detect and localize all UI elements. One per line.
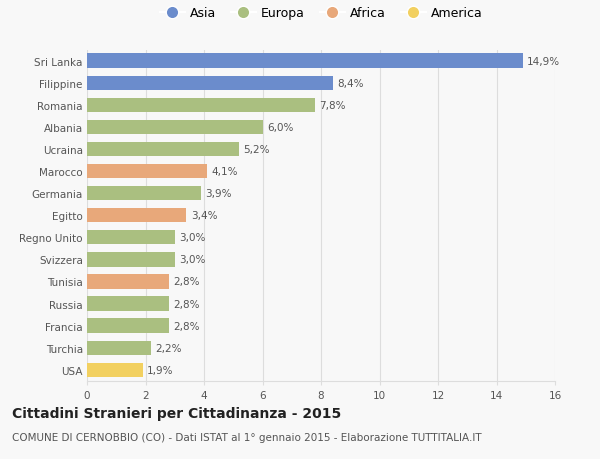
Text: 7,8%: 7,8%: [320, 101, 346, 111]
Text: 2,2%: 2,2%: [156, 343, 182, 353]
Bar: [87, 76, 333, 91]
Bar: [87, 120, 263, 135]
Legend: Asia, Europa, Africa, America: Asia, Europa, Africa, America: [160, 7, 482, 20]
Bar: [87, 252, 175, 267]
Bar: [87, 230, 175, 245]
Text: Cittadini Stranieri per Cittadinanza - 2015: Cittadini Stranieri per Cittadinanza - 2…: [12, 406, 341, 420]
Text: 6,0%: 6,0%: [267, 123, 293, 133]
Text: 8,4%: 8,4%: [337, 78, 364, 89]
Text: 1,9%: 1,9%: [147, 365, 173, 375]
Bar: [87, 164, 207, 179]
Bar: [87, 297, 169, 311]
Bar: [87, 341, 151, 355]
Text: 2,8%: 2,8%: [173, 277, 200, 287]
Text: 3,4%: 3,4%: [191, 211, 217, 221]
Text: 3,0%: 3,0%: [179, 233, 206, 243]
Bar: [87, 98, 315, 113]
Text: 2,8%: 2,8%: [173, 299, 200, 309]
Text: 3,9%: 3,9%: [205, 189, 232, 199]
Text: 14,9%: 14,9%: [527, 56, 560, 67]
Bar: [87, 363, 143, 377]
Bar: [87, 54, 523, 69]
Bar: [87, 208, 187, 223]
Text: 4,1%: 4,1%: [211, 167, 238, 177]
Bar: [87, 274, 169, 289]
Text: 2,8%: 2,8%: [173, 321, 200, 331]
Bar: [87, 186, 201, 201]
Text: COMUNE DI CERNOBBIO (CO) - Dati ISTAT al 1° gennaio 2015 - Elaborazione TUTTITAL: COMUNE DI CERNOBBIO (CO) - Dati ISTAT al…: [12, 432, 482, 442]
Text: 5,2%: 5,2%: [244, 145, 270, 155]
Bar: [87, 142, 239, 157]
Text: 3,0%: 3,0%: [179, 255, 206, 265]
Bar: [87, 319, 169, 333]
